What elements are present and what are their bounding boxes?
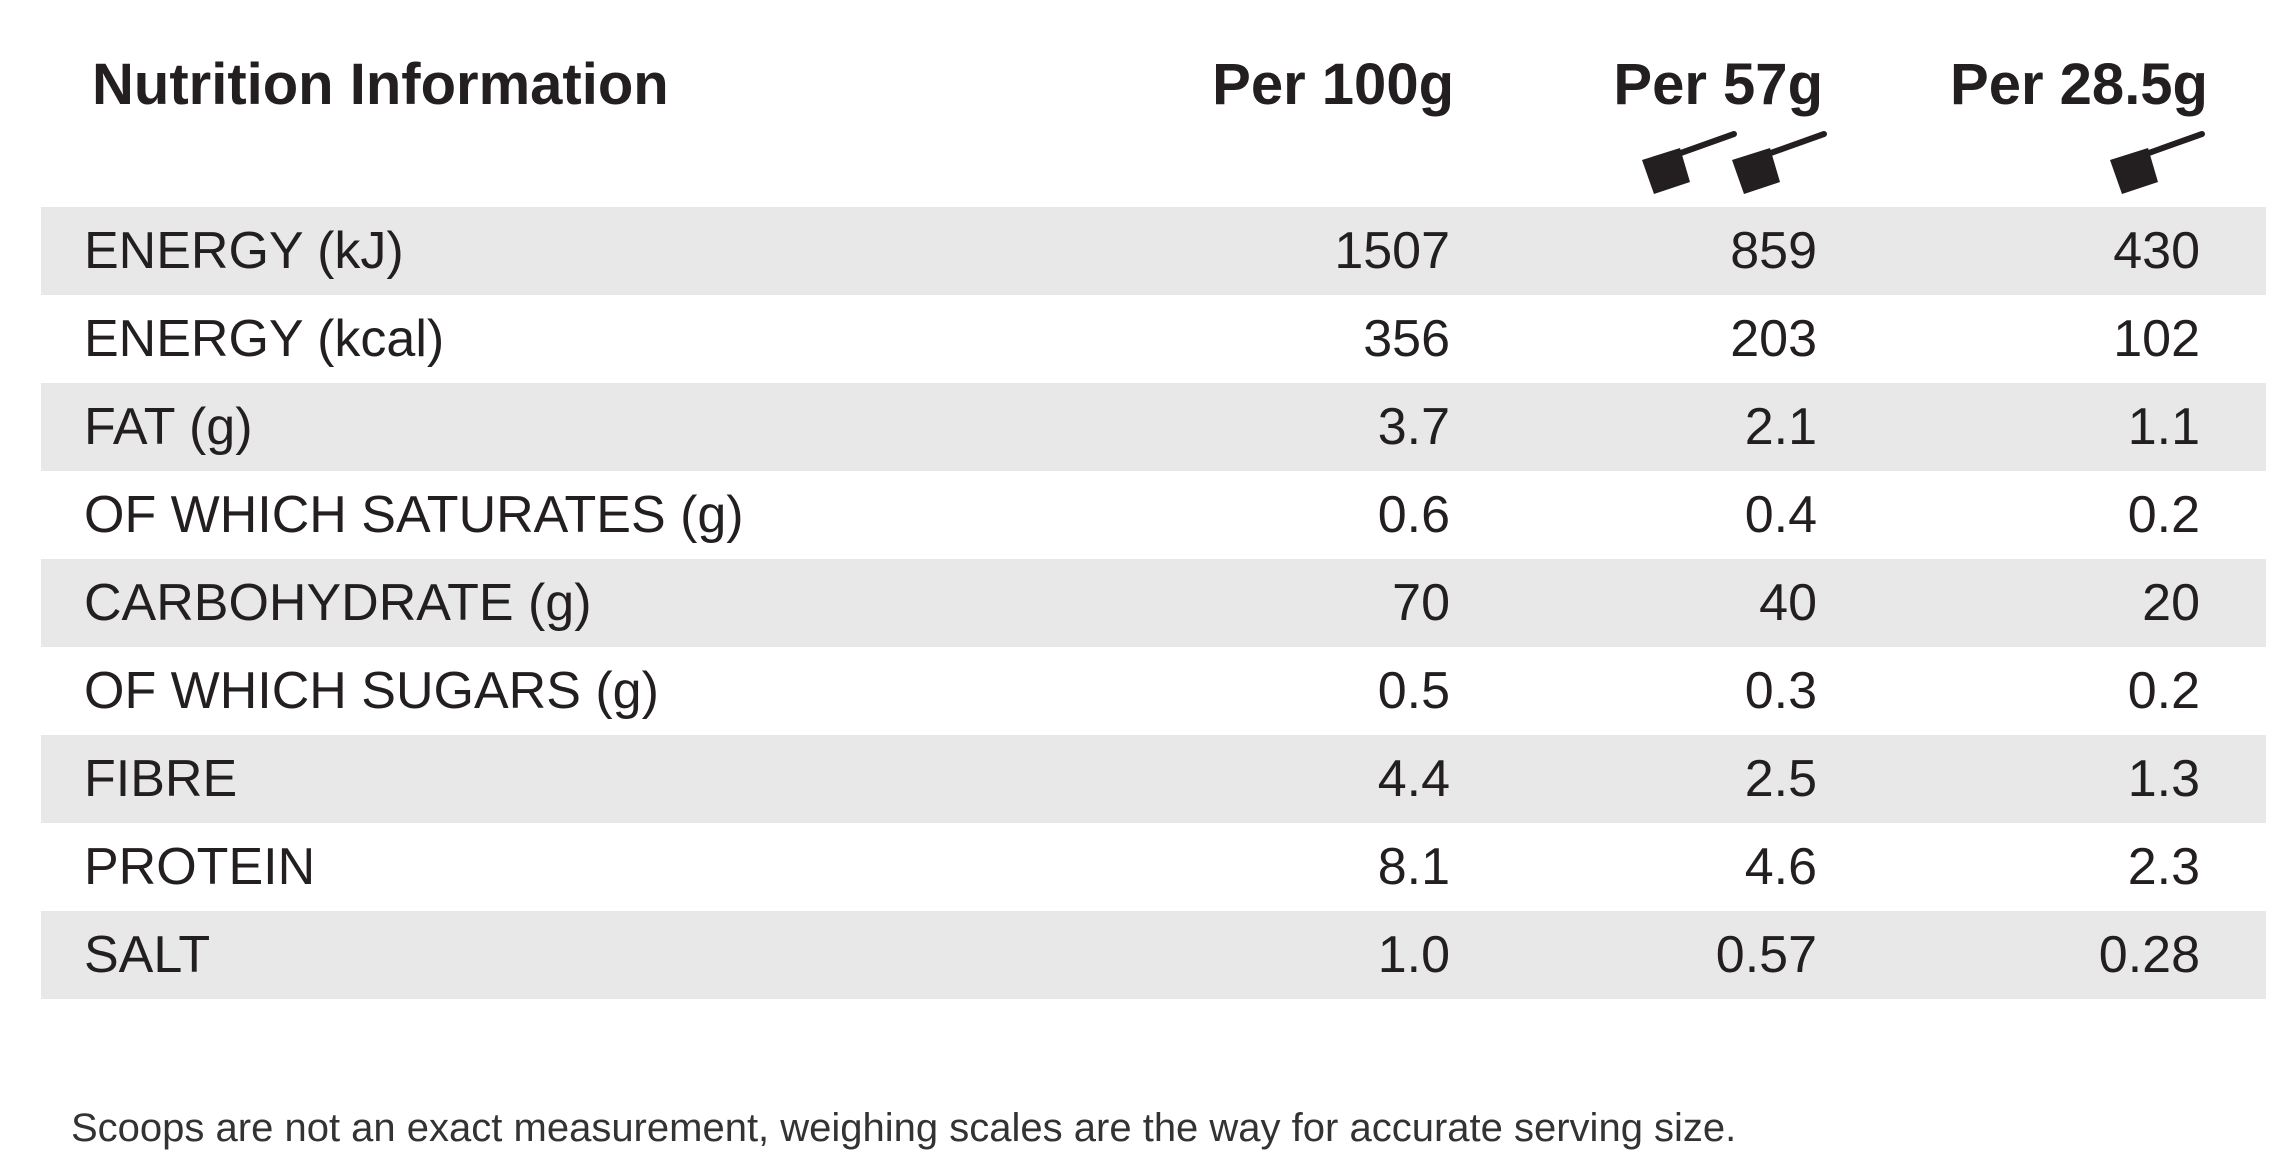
scoop-icon [2110,134,2202,194]
row-label: OF WHICH SUGARS (g) [84,662,659,720]
row-label: CARBOHYDRATE (g) [84,574,592,632]
cell-value: 859 [1730,222,1817,280]
table-row: FIBRE 4.4 2.5 1.3 [41,735,2266,823]
table-row: OF WHICH SATURATES (g) 0.6 0.4 0.2 [41,471,2266,559]
cell-value: 0.28 [2098,926,2200,984]
table-row: ENERGY (kcal) 356 203 102 [41,295,2266,383]
table-row: ENERGY (kJ) 1507 859 430 [41,207,2266,295]
table-title: Nutrition Information [92,52,669,117]
cell-value: 1507 [1334,222,1450,280]
cell-value: 0.2 [2127,662,2200,720]
table-row: PROTEIN 8.1 4.6 2.3 [41,823,2266,911]
row-label: FAT (g) [84,398,253,456]
cell-value: 2.1 [1744,398,1817,456]
cell-value: 8.1 [1377,838,1450,896]
table-row: OF WHICH SUGARS (g) 0.5 0.3 0.2 [41,647,2266,735]
cell-value: 102 [2113,310,2200,368]
table-row: FAT (g) 3.7 2.1 1.1 [41,383,2266,471]
cell-value: 356 [1363,310,1450,368]
cell-value: 0.5 [1377,662,1450,720]
cell-value: 0.4 [1744,486,1817,544]
cell-value: 1.3 [2127,750,2200,808]
cell-value: 40 [1759,574,1817,632]
cell-value: 4.6 [1744,838,1817,896]
row-label: OF WHICH SATURATES (g) [84,486,744,544]
cell-value: 0.57 [1715,926,1817,984]
row-label: FIBRE [84,750,238,808]
cell-value: 0.2 [2127,486,2200,544]
cell-value: 0.6 [1377,486,1450,544]
cell-value: 2.5 [1744,750,1817,808]
cell-value: 203 [1730,310,1817,368]
cell-value: 0.3 [1744,662,1817,720]
table-row: CARBOHYDRATE (g) 70 40 20 [41,559,2266,647]
row-label: PROTEIN [84,838,316,896]
footnote: Scoops are not an exact measurement, wei… [71,1106,1737,1150]
table-row: SALT 1.0 0.57 0.28 [41,911,2266,999]
scoop-icon [1642,134,1734,194]
column-header: Per 100g [1212,52,1454,117]
cell-value: 1.1 [2127,398,2200,456]
row-label: ENERGY (kJ) [84,222,404,280]
cell-value: 4.4 [1377,750,1450,808]
cell-value: 1.0 [1377,926,1450,984]
cell-value: 20 [2142,574,2200,632]
cell-value: 430 [2113,222,2200,280]
column-header: Per 28.5g [1950,52,2208,117]
cell-value: 70 [1392,574,1450,632]
cell-value: 2.3 [2127,838,2200,896]
row-label: ENERGY (kcal) [84,310,445,368]
column-header: Per 57g [1613,52,1823,117]
scoop-icon [1732,134,1824,194]
scoop-icons [0,0,2296,200]
cell-value: 3.7 [1377,398,1450,456]
row-label: SALT [84,926,211,984]
